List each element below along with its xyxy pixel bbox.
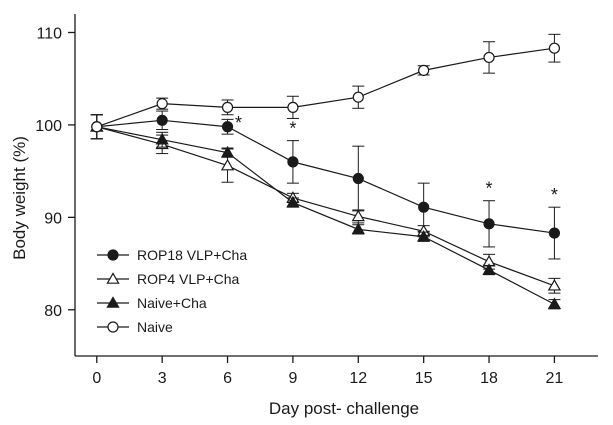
series-line: [96, 126, 555, 305]
y-tick-label: 110: [36, 25, 62, 42]
series-rop18-vlp-cha: [90, 110, 561, 260]
data-point: [351, 222, 365, 235]
data-point: [418, 201, 430, 213]
legend-label: Naive: [137, 319, 173, 335]
data-point: [221, 101, 234, 113]
data-point: [417, 229, 431, 242]
series-line: [96, 47, 555, 128]
x-tick-label: 15: [415, 370, 433, 387]
ticks: 0 3 6 9 12 15 18 21 80 90 100 110: [35, 25, 563, 387]
data-point: [548, 227, 561, 239]
significance-asterisk: *: [551, 185, 558, 205]
data-point: [483, 218, 495, 230]
data-point: [106, 296, 120, 308]
data-point: [352, 91, 364, 103]
y-tick-label: 80: [44, 303, 62, 320]
data-point: [418, 64, 430, 76]
data-point: [547, 278, 562, 291]
significance-asterisk: *: [289, 119, 296, 139]
x-tick-label: 9: [288, 370, 297, 387]
x-tick-label: 6: [223, 370, 232, 387]
x-tick-label: 3: [158, 370, 167, 387]
significance-asterisk: *: [235, 113, 242, 133]
data-point: [482, 263, 496, 275]
series: [90, 33, 562, 310]
data-point: [107, 321, 119, 333]
y-axis-title: Body weight (%): [10, 136, 29, 260]
data-point: [156, 114, 168, 126]
x-axis-title: Day post- challenge: [269, 399, 419, 418]
data-point: [286, 195, 300, 208]
data-point: [155, 132, 169, 145]
series-naive-cha: [90, 114, 562, 310]
y-tick-label: 100: [35, 118, 62, 135]
legend-label: ROP4 VLP+Cha: [137, 271, 240, 287]
x-tick-label: 0: [92, 370, 101, 387]
data-point: [107, 249, 119, 261]
data-point: [287, 156, 299, 168]
y-tick-label: 90: [44, 210, 62, 227]
significance-asterisk: *: [486, 179, 493, 199]
legend-label: ROP18 VLP+Cha: [137, 247, 247, 263]
data-point: [548, 42, 561, 54]
series-line: [96, 119, 555, 234]
data-point: [547, 297, 562, 310]
data-point: [351, 209, 365, 222]
series-naive: [90, 33, 561, 140]
x-tick-label: 18: [480, 370, 498, 387]
legend-label: Naive+Cha: [137, 295, 207, 311]
data-point: [91, 121, 103, 133]
data-point: [483, 51, 495, 64]
x-tick-label: 12: [349, 370, 367, 387]
data-point: [220, 145, 235, 158]
data-point: [287, 101, 299, 113]
data-point: [156, 98, 168, 110]
annotations: * * * *: [235, 113, 558, 205]
data-point: [352, 172, 364, 185]
series-line: [96, 126, 555, 287]
data-point: [221, 121, 234, 133]
data-point: [220, 158, 235, 171]
x-tick-label: 21: [546, 370, 564, 387]
data-point: [106, 272, 120, 284]
legend: ROP18 VLP+Cha ROP4 VLP+Cha Naive+Cha Naive: [97, 247, 247, 335]
